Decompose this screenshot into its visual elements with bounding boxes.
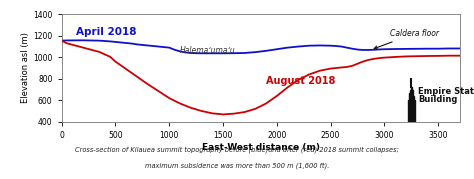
X-axis label: East-West distance (m): East-West distance (m) [202, 142, 319, 152]
Bar [408, 100, 415, 122]
Text: Caldera floor: Caldera floor [374, 29, 439, 49]
Text: April 2018: April 2018 [76, 26, 136, 37]
Bar [409, 96, 414, 100]
Bar [410, 90, 413, 93]
Bar [410, 93, 413, 96]
Y-axis label: Elevation asl (m): Elevation asl (m) [21, 33, 30, 103]
Text: Building: Building [418, 95, 457, 104]
Bar [411, 87, 412, 90]
Text: maximum subsidence was more than 500 m (1,600 ft).: maximum subsidence was more than 500 m (… [145, 163, 329, 170]
Text: Cross-section of Kilauea summit topography before (blue)and after (red) 2018 sum: Cross-section of Kilauea summit topograp… [75, 147, 399, 153]
Text: August 2018: August 2018 [266, 76, 336, 86]
Text: Empire State: Empire State [418, 87, 474, 96]
Text: Halemaʻumaʻu: Halemaʻumaʻu [180, 46, 236, 55]
